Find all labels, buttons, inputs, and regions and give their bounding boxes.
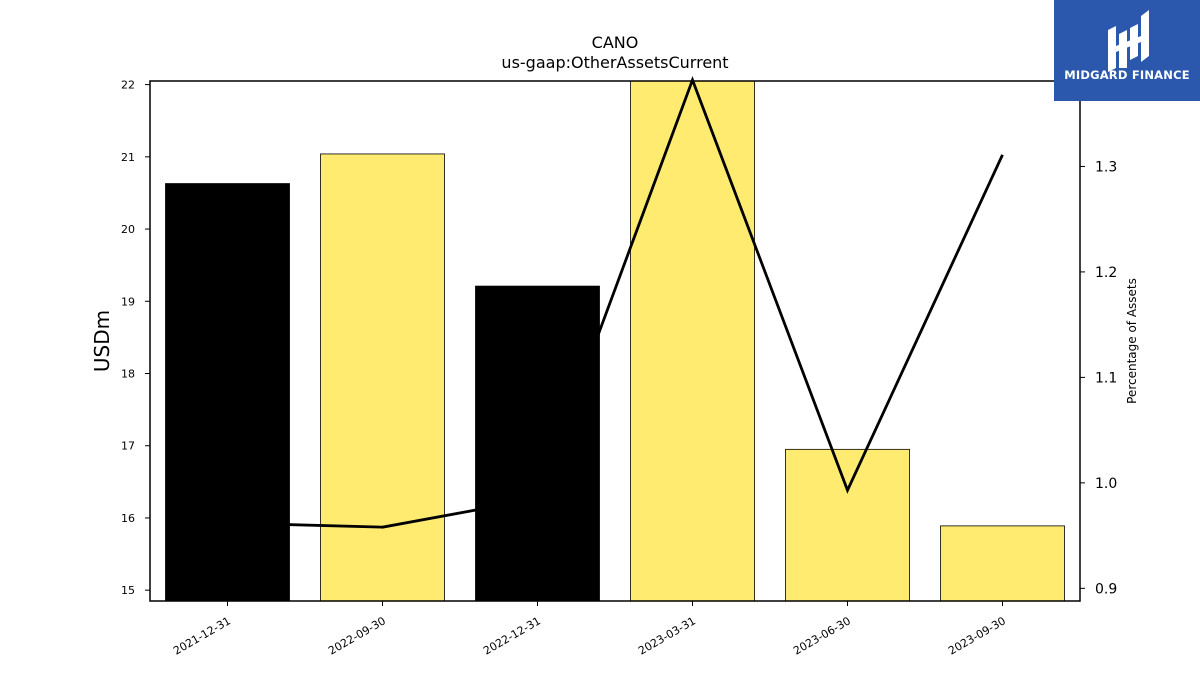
percentage-line — [227, 75, 1004, 529]
y2-axis-ticks: 0.9 1.0 1.1 1.2 1.3 — [1080, 159, 1117, 597]
y-axis-label: USDm — [90, 310, 114, 372]
y2-tick-label: 1.1 — [1095, 370, 1117, 386]
plot-frame — [149, 80, 1081, 602]
x-tick-label: 2022-09-30 — [326, 614, 388, 657]
x-tick-label: 2022-12-31 — [481, 614, 543, 657]
logo-text: MIDGARD FINANCE — [1064, 68, 1190, 82]
y2-axis-label: Percentage of Assets — [1125, 278, 1139, 404]
x-tick-label: 2021-12-31 — [171, 614, 233, 657]
y-tick-label: 18 — [121, 368, 135, 381]
bar-2022-12-31 — [475, 285, 600, 602]
y-tick-label: 20 — [121, 223, 135, 236]
y-tick-label: 15 — [121, 584, 135, 597]
y-tick-label: 16 — [121, 512, 135, 525]
bar-2023-06-30 — [785, 448, 910, 602]
midgard-finance-logo: MIDGARD FINANCE — [1054, 0, 1200, 101]
bar-2022-09-30 — [320, 153, 445, 602]
x-axis-ticks: 2021-12-31 2022-09-30 2022-12-31 2023-03-31… — [171, 601, 1008, 658]
y2-tick-label: 1.2 — [1095, 265, 1117, 281]
y-tick-label: 17 — [121, 440, 135, 453]
y2-tick-label: 1.0 — [1095, 476, 1117, 492]
bar-2021-12-31 — [165, 183, 290, 602]
y-axis-ticks: 15 16 17 18 19 20 21 22 — [121, 79, 150, 597]
line-group — [227, 75, 1004, 529]
bar-2023-09-30 — [940, 525, 1065, 602]
bar-2023-03-31 — [630, 80, 755, 602]
x-tick-label: 2023-09-30 — [946, 614, 1008, 657]
y2-tick-label: 0.9 — [1095, 581, 1117, 597]
x-tick-label: 2023-06-30 — [791, 614, 853, 657]
x-tick-label: 2023-03-31 — [636, 614, 698, 657]
y-tick-label: 19 — [121, 295, 135, 308]
logo-mark-icon — [1108, 10, 1149, 72]
y-tick-label: 22 — [121, 79, 135, 92]
chart-title: CANO — [592, 33, 639, 52]
chart-subtitle: us-gaap:OtherAssetsCurrent — [501, 53, 728, 72]
y-tick-label: 21 — [121, 151, 135, 164]
y2-tick-label: 1.3 — [1095, 159, 1117, 175]
bars-group — [165, 80, 1065, 602]
